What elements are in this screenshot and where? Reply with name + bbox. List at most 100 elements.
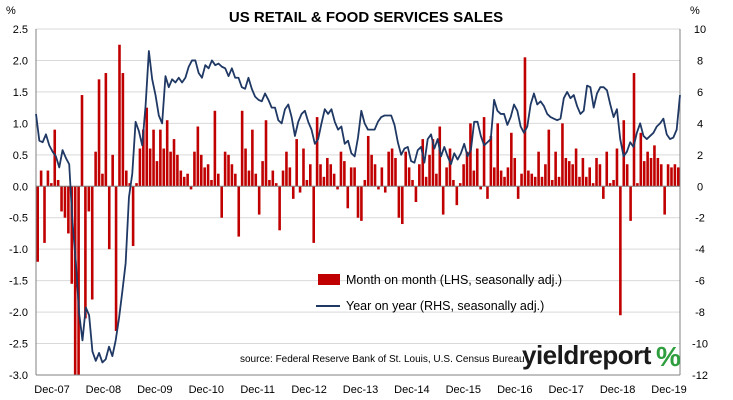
- mom-bar: [458, 183, 462, 187]
- left-tick-label: -0.5: [9, 213, 28, 225]
- mom-bar: [390, 148, 394, 187]
- mom-bar: [438, 126, 442, 187]
- mom-bar: [53, 129, 57, 187]
- x-tick-label: Dec-10: [189, 384, 224, 396]
- mom-bar: [581, 157, 585, 187]
- mom-bar: [264, 120, 268, 187]
- mom-bar: [383, 186, 387, 193]
- mom-bar: [240, 110, 244, 187]
- mom-bar: [97, 79, 101, 187]
- mom-bar: [285, 151, 288, 187]
- mom-bar: [527, 170, 530, 187]
- mom-bar: [336, 186, 339, 190]
- mom-bar: [220, 186, 223, 218]
- mom-bar: [639, 132, 643, 187]
- mom-bar: [653, 145, 656, 187]
- mom-bar: [567, 161, 571, 187]
- mom-bar: [547, 129, 551, 187]
- mom-bar: [36, 186, 39, 262]
- mom-bar: [257, 186, 261, 215]
- mom-bar: [305, 179, 309, 187]
- mom-bar: [632, 73, 636, 187]
- mom-bar: [114, 186, 118, 331]
- mom-bar: [206, 164, 210, 187]
- mom-bar: [196, 126, 200, 187]
- mom-bar: [421, 139, 425, 187]
- mom-bar: [448, 148, 452, 187]
- mom-bar: [271, 170, 275, 187]
- mom-bar: [84, 186, 87, 319]
- right-tick-label: 8: [697, 56, 703, 68]
- mom-bar: [322, 176, 326, 187]
- mom-bar: [428, 154, 431, 187]
- right-tick-label: -12: [692, 370, 708, 382]
- mom-bar: [176, 154, 179, 187]
- mom-bar: [138, 148, 142, 187]
- mom-bar: [155, 161, 159, 187]
- mom-bar: [608, 183, 612, 187]
- mom-bar: [656, 157, 660, 187]
- mom-bar: [544, 164, 547, 187]
- mom-bar: [67, 186, 70, 234]
- mom-bar: [261, 161, 264, 187]
- mom-bar: [602, 186, 605, 199]
- percent-logo-icon: %: [656, 341, 681, 372]
- mom-bar: [475, 148, 479, 187]
- mom-bar: [605, 151, 609, 187]
- x-tick-label: Dec-09: [137, 384, 172, 396]
- mom-bar: [435, 173, 438, 187]
- right-axis-unit: %: [690, 5, 700, 17]
- mom-bar: [557, 176, 561, 187]
- mom-bar: [598, 164, 602, 187]
- mom-bar: [424, 176, 428, 187]
- mom-bar: [210, 179, 213, 187]
- x-axis-ticks: Dec-07 Dec-08 Dec-09 Dec-10 Dec-11 Dec-12 Dec-…: [34, 384, 686, 396]
- x-tick-label: Dec-13: [343, 384, 378, 396]
- right-tick-label: 2: [697, 150, 703, 162]
- mom-bar: [254, 173, 258, 187]
- mom-bar: [619, 186, 622, 316]
- mom-bar: [373, 164, 377, 187]
- mom-bar: [387, 151, 390, 187]
- right-tick-label: 4: [697, 118, 703, 130]
- mom-bar: [489, 135, 493, 187]
- right-axis-ticks: -12 -10 -8 -6 -4 -2 0 2 4 6 8 10: [692, 24, 708, 382]
- mom-bar: [332, 173, 336, 187]
- mom-bar: [298, 186, 302, 193]
- left-tick-label: 0.5: [13, 150, 28, 162]
- mom-bar: [377, 186, 380, 190]
- mom-bar: [80, 95, 84, 187]
- mom-bar: [63, 186, 67, 218]
- x-tick-label: Dec-12: [291, 384, 326, 396]
- mom-bar: [162, 148, 166, 187]
- mom-bar: [479, 186, 482, 190]
- right-tick-label: -10: [692, 339, 708, 351]
- mom-bar: [629, 186, 632, 221]
- mom-bar: [482, 117, 486, 187]
- mom-bar: [87, 186, 91, 212]
- mom-bar: [244, 148, 247, 187]
- left-tick-label: -1.0: [9, 244, 28, 256]
- mom-bar: [642, 161, 646, 187]
- mom-bar: [370, 154, 373, 187]
- mom-bar: [465, 151, 469, 187]
- source-note: source: Federal Reserve Bank of St. Loui…: [240, 354, 525, 365]
- left-tick-label: 1.0: [13, 118, 28, 130]
- mom-bar: [431, 139, 435, 187]
- mom-bar: [554, 151, 557, 187]
- mom-bar: [625, 164, 629, 187]
- left-tick-label: -2.0: [9, 307, 28, 319]
- mom-bar: [227, 154, 230, 187]
- mom-bar: [441, 186, 445, 215]
- mom-bar: [472, 170, 476, 187]
- mom-bar: [588, 167, 591, 187]
- mom-bar: [107, 186, 111, 250]
- mom-bar: [561, 123, 564, 187]
- mom-bar: [278, 186, 281, 231]
- mom-bar: [128, 183, 131, 187]
- axes: [35, 29, 681, 376]
- mom-bar: [537, 151, 540, 187]
- legend: Month on month (LHS, seasonally adj.) Ye…: [316, 273, 562, 313]
- mom-bar: [445, 167, 448, 187]
- mom-bar: [363, 179, 367, 187]
